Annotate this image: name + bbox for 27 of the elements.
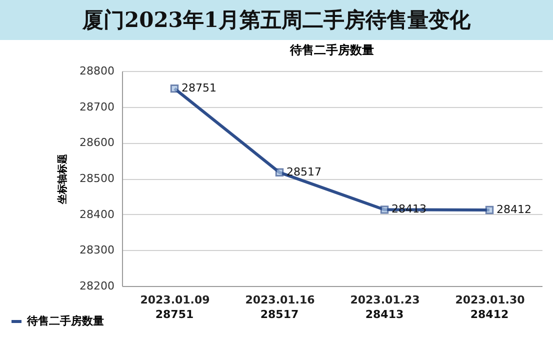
data-label: 28412 — [470, 308, 509, 321]
x-tick-label: 2023.01.16 — [245, 294, 316, 306]
point — [485, 206, 494, 214]
annotation: 28517 — [286, 165, 322, 178]
legend-label: 待售二手房数量 — [26, 314, 104, 328]
annotation: 28413 — [392, 202, 426, 216]
y-tick-label: 28700 — [80, 100, 114, 114]
point — [380, 206, 389, 214]
x-tick-label: 2023.01.09 — [140, 294, 210, 306]
y-tick-label: 28600 — [80, 136, 114, 150]
data-label: 28517 — [260, 308, 299, 321]
point — [275, 168, 284, 177]
point — [170, 84, 179, 93]
y-tick-label: 28200 — [80, 280, 114, 292]
y-tick-label: 28300 — [80, 244, 114, 257]
annotation: 28751 — [182, 82, 216, 95]
x-tick-label: 2023.01.23 — [350, 294, 420, 306]
y-tick-label: 28400 — [80, 208, 114, 221]
y-tick-label: 28500 — [80, 172, 114, 185]
annotation: 28412 — [496, 203, 532, 216]
y-axis-title: 坐标轴标题 — [56, 154, 69, 205]
chart-subtitle: 待售二手房数量 — [289, 43, 374, 57]
data-label: 28413 — [365, 308, 404, 321]
data-label: 28751 — [155, 308, 194, 321]
y-tick-label: 28800 — [80, 64, 114, 78]
x-tick-label: 2023.01.30 — [455, 294, 526, 306]
chart-title: 厦门2023年1月第五周二手房待售量变化 — [0, 0, 553, 40]
